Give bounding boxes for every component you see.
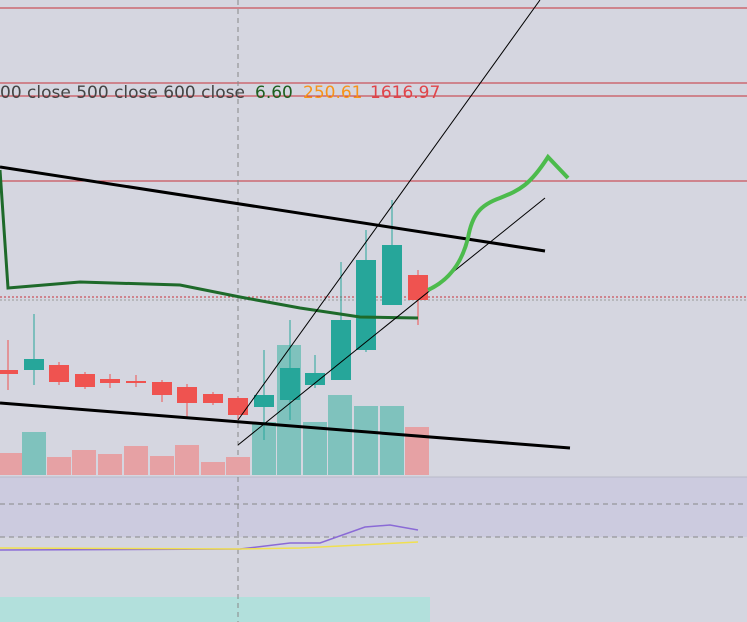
trend-line	[0, 165, 546, 253]
volume-bar	[98, 454, 122, 475]
candle-body	[408, 275, 428, 300]
candle-body	[152, 382, 172, 395]
channel-line	[237, 197, 546, 446]
indicator-line	[0, 541, 419, 550]
legend-value: 6.60	[255, 83, 293, 103]
candle-body	[382, 245, 402, 305]
candle-body	[228, 398, 248, 415]
candle-body	[0, 370, 18, 374]
legend-label: 00 close 500 close 600 close	[0, 83, 245, 103]
volume	[0, 345, 429, 475]
candle-body	[331, 320, 351, 380]
indicator-band	[0, 477, 747, 537]
legend-value: 250.61	[303, 83, 362, 103]
candle-body	[126, 381, 146, 383]
volume-bar	[47, 457, 71, 475]
candle-body	[177, 387, 197, 403]
candle-body	[356, 260, 376, 350]
volume-bar	[226, 457, 250, 475]
candle-body	[100, 379, 120, 383]
candle-body	[75, 374, 95, 387]
volume-bar	[72, 450, 96, 475]
volume-bar	[380, 406, 404, 475]
candle-body	[203, 394, 223, 403]
volume-bar	[303, 422, 327, 475]
volume-bar	[22, 432, 46, 475]
candle-body	[254, 395, 274, 407]
candle-body	[280, 368, 300, 400]
candle-body	[305, 373, 325, 385]
volume-bar	[150, 456, 174, 475]
bottom-bars	[0, 597, 430, 622]
volume-bar	[175, 445, 199, 475]
volume-bar	[354, 406, 378, 475]
volume-bar	[0, 453, 24, 475]
candles	[0, 200, 428, 440]
volume-bar	[124, 446, 148, 475]
trend-line	[0, 401, 571, 450]
candle-body	[49, 365, 69, 382]
volume-bar	[328, 395, 352, 475]
legend-value: 1616.97	[370, 83, 440, 103]
moving-average	[0, 169, 419, 320]
channel-line	[237, 0, 541, 421]
projection-arrow	[427, 153, 570, 292]
candle-body	[24, 359, 44, 370]
volume-bar	[277, 345, 301, 475]
volume-bar	[201, 462, 225, 475]
